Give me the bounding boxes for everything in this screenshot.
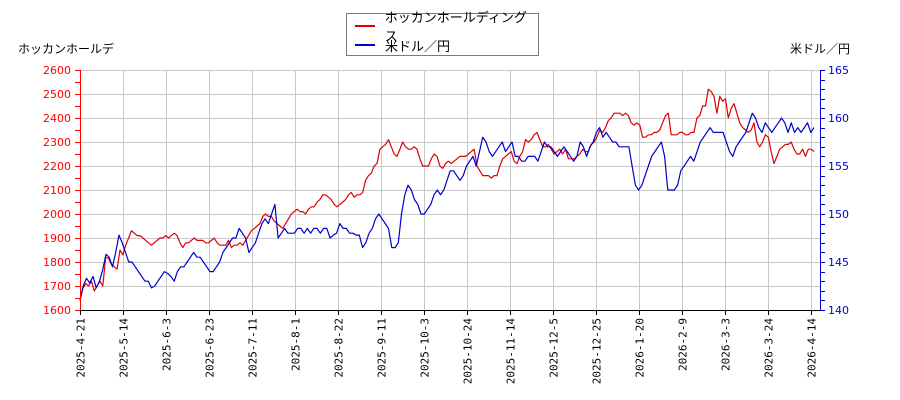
left-tick-label: 2400 (43, 112, 71, 125)
left-tick-label: 1600 (43, 304, 71, 317)
grid-lines (80, 70, 820, 310)
left-tick-label: 2300 (43, 136, 71, 149)
x-tick-label: 2025-10-3 (419, 318, 432, 378)
right-tick-label: 160 (828, 112, 849, 125)
left-tick-label: 1800 (43, 256, 71, 269)
axes (80, 70, 821, 311)
x-tick-label: 2026-3-24 (763, 318, 776, 378)
x-tick-label: 2026-2-9 (677, 318, 690, 371)
usdjpy-line (79, 112, 815, 301)
right-axis-ticks: 140 145 150 155 160 165 (820, 64, 849, 317)
left-tick-label: 2600 (43, 64, 71, 77)
x-tick-label: 2025-12-5 (548, 318, 561, 378)
x-tick-label: 2025-8-1 (290, 318, 303, 371)
left-tick-label: 2200 (43, 160, 71, 173)
x-tick-label: 2025-6-3 (161, 318, 174, 371)
left-tick-label: 1900 (43, 232, 71, 245)
stock-price-line (79, 88, 815, 301)
x-tick-label: 2025-10-24 (462, 318, 475, 385)
x-tick-label: 2025-7-11 (247, 318, 260, 378)
legend-swatch-blue (355, 44, 375, 46)
left-tick-label: 2000 (43, 208, 71, 221)
x-axis-ticks: 2025-4-21 2025-5-14 2025-6-3 2025-6-23 2025-… (75, 310, 819, 384)
x-tick-label: 2025-5-14 (118, 318, 131, 378)
legend-label: ホッカンホールディングス (384, 11, 527, 45)
x-tick-label: 2025-12-25 (591, 318, 604, 384)
left-tick-label: 2500 (43, 88, 71, 101)
x-tick-label: 2026-4-14 (806, 318, 819, 378)
x-tick-label: 2025-8-22 (333, 318, 346, 378)
x-tick-label: 2026-1-20 (634, 318, 647, 378)
x-tick-label: 2025-9-11 (376, 318, 389, 378)
right-tick-label: 140 (828, 304, 849, 317)
legend-swatch-red (355, 25, 375, 27)
right-tick-label: 145 (828, 256, 849, 269)
right-tick-label: 150 (828, 208, 849, 221)
left-tick-label: 2100 (43, 184, 71, 197)
left-axis-title: ホッカンホールデ (18, 42, 115, 56)
x-tick-label: 2025-6-23 (204, 318, 217, 378)
legend-label: 米ドル／円 (385, 39, 451, 55)
right-axis-title: 米ドル／円 (790, 42, 851, 56)
data-lines (79, 88, 815, 301)
legend-item-fx: 米ドル／円 (355, 36, 451, 55)
legend-item-stock: ホッカンホールディングス (355, 11, 538, 45)
right-tick-label: 165 (828, 64, 849, 77)
left-tick-label: 1700 (43, 280, 71, 293)
x-tick-label: 2025-11-14 (505, 318, 518, 385)
legend: ホッカンホールディングス 米ドル／円 (346, 11, 539, 56)
x-tick-label: 2026-3-3 (720, 318, 733, 371)
x-tick-label: 2025-4-21 (75, 318, 88, 378)
left-axis-ticks: 1600 1700 1800 1900 2000 2100 2200 2300 2400 2500… (43, 64, 80, 317)
right-tick-label: 155 (828, 160, 849, 173)
